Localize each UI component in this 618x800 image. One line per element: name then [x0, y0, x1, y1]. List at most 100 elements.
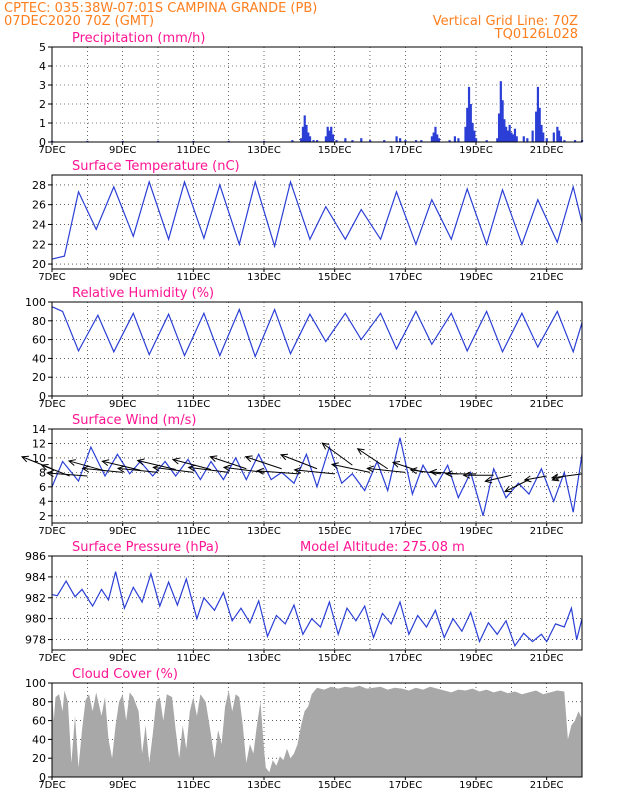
precipitation-bar	[531, 130, 534, 142]
precipitation-bar	[505, 126, 508, 142]
precipitation-bar	[501, 100, 504, 142]
precipitation-bar	[300, 138, 303, 142]
wind-vector	[116, 465, 159, 473]
precipitation-xtick-label: 21DEC	[530, 145, 564, 156]
precipitation-bar	[545, 138, 548, 142]
cloud-cover-title: Cloud Cover (%)	[72, 667, 178, 682]
wind-vector	[222, 464, 265, 473]
precipitation-bar	[556, 126, 559, 142]
wind-vector	[366, 465, 406, 473]
precipitation-bar	[508, 124, 511, 142]
precipitation-xtick-label: 9DEC	[109, 145, 136, 156]
surface-wind-xtick-label: 13DEC	[247, 526, 281, 537]
surface-temperature-ytick-label: 24	[32, 218, 46, 231]
precipitation-bar	[434, 126, 437, 142]
precipitation-bar	[512, 134, 515, 142]
cloud-cover-area	[52, 685, 582, 777]
surface-pressure-panel: 978 980 982 984 986 7DEC 9DEC 11DEC 13DEC 15DEC 17…	[25, 540, 583, 664]
precipitation-xtick-label: 19DEC	[459, 145, 493, 156]
surface-wind-xtick-label: 9DEC	[109, 526, 136, 537]
wind-vector	[330, 462, 371, 473]
precipitation-bar	[399, 138, 402, 142]
precipitation-bar	[324, 136, 328, 142]
relative-humidity-xtick-label: 9DEC	[109, 399, 136, 410]
precipitation-bar	[395, 136, 398, 142]
precipitation-bar	[510, 132, 513, 142]
header-model-code: TQ0126L028	[494, 27, 578, 42]
surface-temperature-ytick-label: 26	[32, 199, 46, 212]
surface-pressure-ytick-label: 980	[25, 613, 46, 626]
precipitation-frame	[51, 46, 583, 143]
wind-vector	[462, 471, 494, 479]
relative-humidity-xtick-label: 13DEC	[247, 399, 281, 410]
wind-vector	[101, 459, 141, 471]
precipitation-bar	[437, 138, 441, 142]
precipitation-bar	[369, 140, 372, 142]
surface-temperature-title: Surface Temperature (nC)	[72, 159, 240, 174]
header-vertical-grid-line: Vertical Grid Line: 70Z	[433, 14, 578, 29]
cloud-cover-xtick-label: 17DEC	[388, 780, 422, 791]
precipitation-bar	[457, 138, 460, 142]
relative-humidity-panel: 0 20 40 60 80 100 7DEC 9DEC 11DEC 13DEC 15DEC 17DEC…	[25, 286, 583, 410]
cloud-cover-ytick-label: 60	[32, 715, 46, 728]
wind-vector	[409, 467, 441, 475]
surface-pressure-ytick-label: 982	[25, 592, 46, 605]
wind-vector	[293, 466, 335, 475]
wind-vector	[503, 479, 530, 493]
precipitation-bar	[291, 140, 294, 142]
surface-wind-frame	[51, 428, 583, 524]
surface-wind-title: Surface Wind (m/s)	[72, 413, 196, 428]
precipitation-bar	[430, 136, 434, 142]
relative-humidity-title: Relative Humidity (%)	[72, 286, 214, 301]
precipitation-bar	[326, 126, 329, 142]
precipitation-bar	[552, 132, 555, 142]
cloud-cover-ytick-label: 40	[32, 733, 46, 746]
relative-humidity-ytick-label: 20	[32, 371, 46, 384]
precipitation-bar	[432, 132, 435, 142]
cloud-cover-ytick-label: 100	[25, 677, 46, 690]
surface-temperature-xtick-label: 21DEC	[530, 272, 564, 283]
surface-temperature-xtick-label: 13DEC	[247, 272, 281, 283]
precipitation-bar	[344, 138, 347, 142]
surface-temperature-ytick-label: 28	[32, 179, 46, 192]
relative-humidity-ytick-label: 0	[39, 390, 46, 403]
precipitation-bar	[466, 107, 469, 142]
surface-wind-xtick-label: 7DEC	[38, 526, 65, 537]
surface-pressure-ytick-label: 978	[25, 634, 46, 647]
precipitation-bar	[453, 136, 456, 142]
precipitation-bar	[563, 140, 566, 142]
precipitation-bar	[538, 107, 541, 142]
precipitation-xtick-label: 15DEC	[318, 145, 352, 156]
precipitation-xtick-label: 13DEC	[247, 145, 281, 156]
precipitation-bar	[506, 130, 509, 142]
precipitation-bar	[558, 130, 561, 142]
surface-wind-ytick-label: 6	[39, 481, 46, 494]
surface-temperature-ytick-label: 20	[32, 258, 46, 271]
precipitation-bar	[496, 138, 499, 142]
precipitation-bar	[540, 124, 543, 142]
wind-vector	[187, 464, 229, 473]
header-run-date: 07DEC2020 70Z (GMT)	[4, 14, 154, 29]
wind-vector	[136, 458, 176, 470]
cloud-cover-xtick-label: 9DEC	[109, 780, 136, 791]
surface-wind-line	[51, 437, 583, 516]
surface-pressure-xtick-label: 19DEC	[459, 653, 493, 664]
relative-humidity-ytick-label: 100	[25, 296, 46, 309]
precipitation-bar	[471, 123, 474, 142]
surface-temperature-xtick-label: 11DEC	[176, 272, 210, 283]
precipitation-bar	[522, 136, 525, 142]
wind-vector	[484, 474, 512, 484]
relative-humidity-line	[51, 306, 583, 359]
precipitation-bar	[515, 136, 518, 142]
wind-vector	[171, 457, 212, 470]
precipitation-bar	[448, 140, 451, 142]
precipitation-bar	[404, 140, 407, 142]
cloud-cover-xtick-label: 15DEC	[318, 780, 352, 791]
precipitation-bar	[305, 124, 308, 142]
precipitation-bar	[535, 111, 538, 142]
surface-wind-xtick-label: 11DEC	[176, 526, 210, 537]
relative-humidity-ytick-label: 60	[32, 334, 46, 347]
precipitation-ytick-label: 4	[39, 60, 46, 73]
precipitation-ytick-label: 5	[39, 41, 46, 54]
precipitation-bar	[360, 138, 363, 142]
